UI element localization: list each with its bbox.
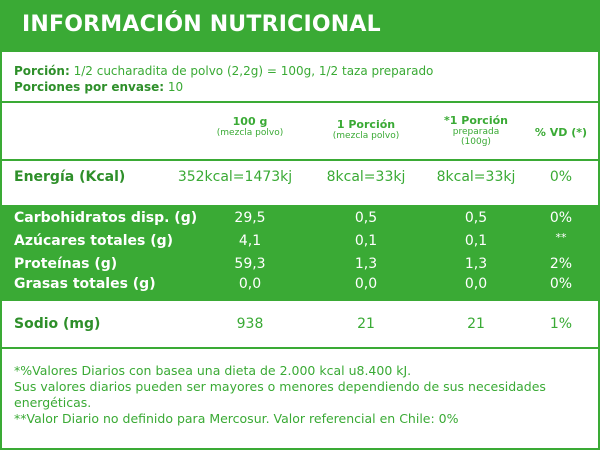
column-header-title: *1 Porción: [444, 114, 508, 127]
cell-portion: 21: [357, 316, 375, 332]
cell-portion: 0,5: [354, 210, 378, 226]
cell-100g: 352kcal=1473kj: [177, 169, 293, 185]
row-label: Proteínas (g): [14, 256, 118, 272]
column-header-daily-value: % VD (*): [525, 126, 597, 139]
cell-portion-prepared: 0,1: [464, 233, 488, 249]
cell-daily-value: 1%: [549, 316, 573, 332]
row-label: Energía (Kcal): [14, 169, 126, 185]
cell-daily-value: 0%: [549, 169, 573, 185]
cell-portion-prepared: 0,0: [464, 276, 488, 292]
footnotes: *%Valores Diarios con basea una dieta de…: [14, 363, 590, 427]
cell-100g: 0,0: [238, 276, 262, 292]
column-header-subtitle: preparada: [452, 127, 500, 137]
portion-info: Porción: 1/2 cucharadita de polvo (2,2g)…: [14, 63, 433, 95]
title-bar: INFORMACIÓN NUTRICIONAL: [2, 2, 598, 52]
divider: [2, 101, 598, 103]
row-label: Carbohidratos disp. (g): [14, 210, 198, 226]
column-header-subtitle-2: (100g): [461, 137, 491, 147]
cell-portion-prepared: 8kcal=33kj: [436, 169, 516, 185]
column-header-portion: 1 Porción (mezcla polvo): [318, 118, 414, 141]
portion-label: Porción:: [14, 64, 70, 78]
footnote-variation: Sus valores diarios pueden ser mayores o…: [14, 379, 546, 410]
footnote-daily-values: *%Valores Diarios con basea una dieta de…: [14, 363, 412, 378]
row-label: Sodio (mg): [14, 316, 101, 332]
cell-100g: 4,1: [238, 233, 262, 249]
cell-portion: 0,1: [354, 233, 378, 249]
column-header-title: % VD (*): [534, 126, 588, 139]
cell-100g: 29,5: [234, 210, 266, 226]
macronutrient-band: [2, 205, 598, 301]
portion-line: Porción: 1/2 cucharadita de polvo (2,2g)…: [14, 63, 433, 79]
cell-portion: 1,3: [354, 256, 378, 272]
cell-portion: 8kcal=33kj: [326, 169, 406, 185]
row-label: Grasas totales (g): [14, 276, 156, 292]
column-header-100g: 100 g (mezcla polvo): [202, 115, 298, 138]
cell-daily-value: 2%: [549, 256, 573, 272]
column-header-subtitle: (mezcla polvo): [216, 128, 284, 138]
cell-daily-value: 0%: [549, 210, 573, 226]
cell-portion-prepared: 21: [467, 316, 485, 332]
cell-100g: 59,3: [234, 256, 266, 272]
cell-100g: 938: [236, 316, 264, 332]
cell-daily-value: **: [555, 231, 567, 244]
row-label: Azúcares totales (g): [14, 233, 174, 249]
column-header-title: 100 g: [232, 115, 268, 128]
portions-per-container-value: 10: [164, 80, 184, 94]
cell-portion-prepared: 0,5: [464, 210, 488, 226]
portions-per-container-line: Porciones por envase: 10: [14, 79, 433, 95]
portions-per-container-label: Porciones por envase:: [14, 80, 165, 94]
column-header-subtitle: (mezcla polvo): [332, 131, 400, 141]
divider: [2, 347, 598, 349]
cell-portion: 0,0: [354, 276, 378, 292]
cell-daily-value: 0%: [549, 276, 573, 292]
column-header-portion-prepared: *1 Porción preparada (100g): [428, 114, 524, 147]
portion-value: 1/2 cucharadita de polvo (2,2g) = 100g, …: [69, 64, 434, 78]
cell-portion-prepared: 1,3: [464, 256, 488, 272]
page-title: INFORMACIÓN NUTRICIONAL: [22, 12, 381, 37]
divider: [2, 159, 598, 161]
footnote-mercosur: **Valor Diario no definido para Mercosur…: [14, 411, 459, 426]
column-header-title: 1 Porción: [336, 118, 396, 131]
